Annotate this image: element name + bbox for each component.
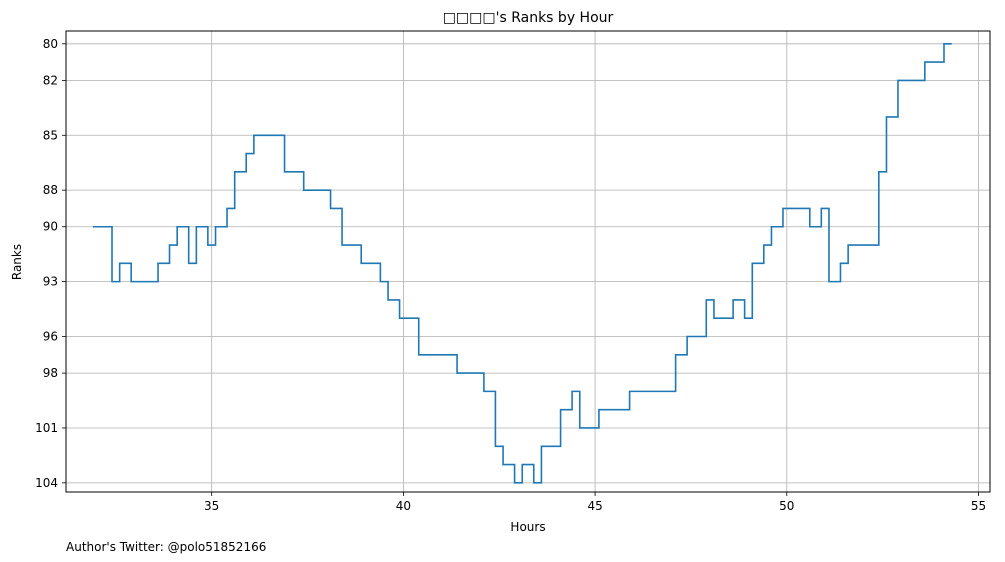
x-tick-label: 35: [204, 499, 219, 513]
series-layer: [92, 43, 952, 484]
y-axis-label: Ranks: [10, 244, 24, 280]
rank-step-line: [92, 43, 952, 484]
y-tick-label: 85: [43, 128, 58, 142]
y-tick-label: 98: [43, 366, 58, 380]
y-tick-label: 96: [43, 330, 58, 344]
grid: [66, 31, 990, 492]
y-tick-label: 101: [35, 421, 58, 435]
x-tick-label: 45: [587, 499, 602, 513]
plot-frame: [65, 30, 991, 493]
x-axis-label: Hours: [510, 520, 545, 534]
y-tick-label: 88: [43, 183, 58, 197]
chart-title: □□□□'s Ranks by Hour: [443, 10, 614, 26]
x-tick-label: 40: [396, 499, 411, 513]
y-tick-label: 90: [43, 220, 58, 234]
y-axis-ticks: 80 82 85 88 90 93 96 98 101 104: [35, 37, 66, 490]
y-tick-label: 93: [43, 275, 58, 289]
x-axis-ticks: 35 40 45 50 55: [204, 492, 986, 513]
y-tick-label: 104: [35, 476, 58, 490]
x-tick-label: 55: [971, 499, 986, 513]
footer-credit: Author's Twitter: @polo51852166: [66, 540, 266, 554]
y-tick-label: 82: [43, 73, 58, 87]
x-tick-label: 50: [779, 499, 794, 513]
y-tick-label: 80: [43, 37, 58, 51]
